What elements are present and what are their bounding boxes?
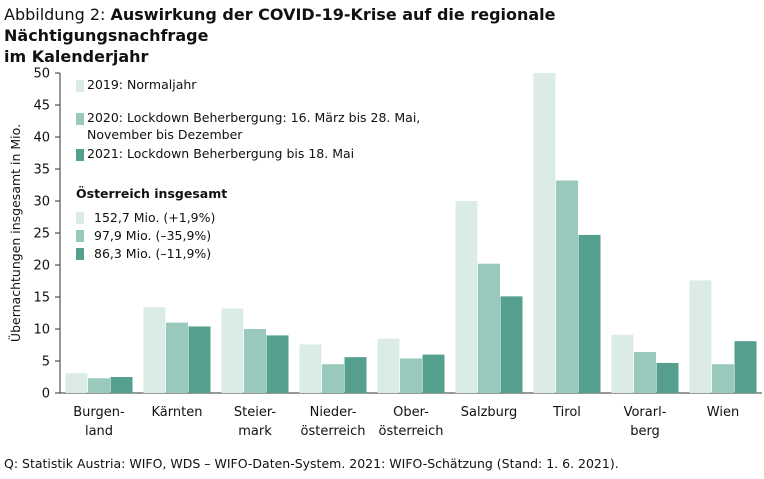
x-tick-label: österreich [379, 424, 444, 439]
source-note: Q: Statistik Austria: WIFO, WDS – WIFO-D… [4, 456, 619, 471]
austria-total-swatch [76, 212, 84, 224]
legend-label: 2020: Lockdown Beherbergung: 16. März bi… [87, 110, 420, 125]
x-tick-label: Tirol [552, 405, 581, 420]
austria-total-row: 97,9 Mio. (–35,9%) [94, 228, 211, 243]
bar-6-2 [578, 234, 601, 393]
bar-6-0 [533, 73, 556, 393]
bar-7-2 [656, 362, 679, 393]
austria-total-heading: Österreich insgesamt [76, 186, 227, 201]
bar-5-0 [455, 201, 478, 393]
bar-1-2 [188, 326, 211, 393]
bar-1-0 [143, 307, 166, 393]
x-tick-label: Vorarl- [624, 405, 667, 420]
legend-swatch [76, 80, 84, 92]
legend-swatch [76, 113, 84, 125]
y-tick-label: 40 [33, 131, 50, 146]
bar-7-1 [634, 352, 656, 393]
legend-label: 2019: Normaljahr [87, 77, 197, 92]
x-tick-label: Salzburg [461, 405, 518, 420]
x-tick-label: Kärnten [152, 405, 203, 420]
bar-2-0 [221, 308, 244, 393]
bar-0-0 [65, 373, 88, 393]
bar-4-2 [422, 354, 445, 393]
bar-2-2 [266, 335, 289, 393]
title-main-line1: Auswirkung der COVID-19-Krise auf die re… [4, 5, 556, 45]
bar-3-2 [344, 357, 367, 393]
x-tick-label: land [85, 424, 113, 439]
title-main-line2: im Kalenderjahr [4, 47, 149, 66]
y-tick-label: 30 [33, 195, 50, 210]
y-tick-label: 15 [33, 291, 50, 306]
x-tick-label: mark [238, 424, 272, 439]
x-tick-label: österreich [301, 424, 366, 439]
x-tick-label: Nieder- [310, 405, 357, 420]
x-tick-label: berg [630, 424, 660, 439]
bar-3-1 [322, 364, 344, 393]
bar-0-1 [88, 378, 110, 393]
bar-5-2 [500, 296, 523, 393]
bar-0-2 [110, 377, 133, 393]
bar-7-0 [611, 334, 634, 393]
bar-8-0 [689, 280, 712, 393]
bar-2-1 [244, 329, 266, 393]
bar-4-0 [377, 338, 400, 393]
x-tick-label: Wien [707, 405, 739, 420]
austria-total-row: 86,3 Mio. (–11,9%) [94, 246, 211, 261]
austria-total-swatch [76, 248, 84, 260]
y-tick-label: 10 [33, 323, 50, 338]
y-tick-label: 45 [33, 99, 50, 114]
y-axis-label: Übernachtungen insgesamt in Mio. [7, 124, 23, 342]
bar-4-1 [400, 358, 422, 393]
y-tick-label: 5 [42, 355, 50, 370]
bar-6-1 [556, 180, 578, 393]
bar-3-0 [299, 344, 322, 393]
y-tick-label: 35 [33, 163, 50, 178]
y-tick-label: 20 [33, 259, 50, 274]
y-tick-label: 25 [33, 227, 50, 242]
y-tick-label: 0 [42, 387, 50, 402]
legend-label: November bis Dezember [87, 127, 243, 142]
legend-swatch [76, 149, 84, 161]
bar-5-1 [478, 263, 500, 393]
x-tick-label: Steier- [234, 405, 276, 420]
title-prefix: Abbildung 2: [4, 5, 111, 24]
legend-label: 2021: Lockdown Beherbergung bis 18. Mai [87, 146, 354, 161]
austria-total-swatch [76, 230, 84, 242]
bar-8-2 [734, 341, 757, 393]
x-tick-label: Burgen- [73, 405, 125, 420]
austria-total-row: 152,7 Mio. (+1,9%) [94, 210, 215, 225]
chart-title: Abbildung 2: Auswirkung der COVID-19-Kri… [4, 4, 760, 67]
x-tick-label: Ober- [393, 405, 429, 420]
bar-8-1 [712, 364, 734, 393]
bar-1-1 [166, 322, 188, 393]
y-tick-label: 50 [33, 67, 50, 82]
